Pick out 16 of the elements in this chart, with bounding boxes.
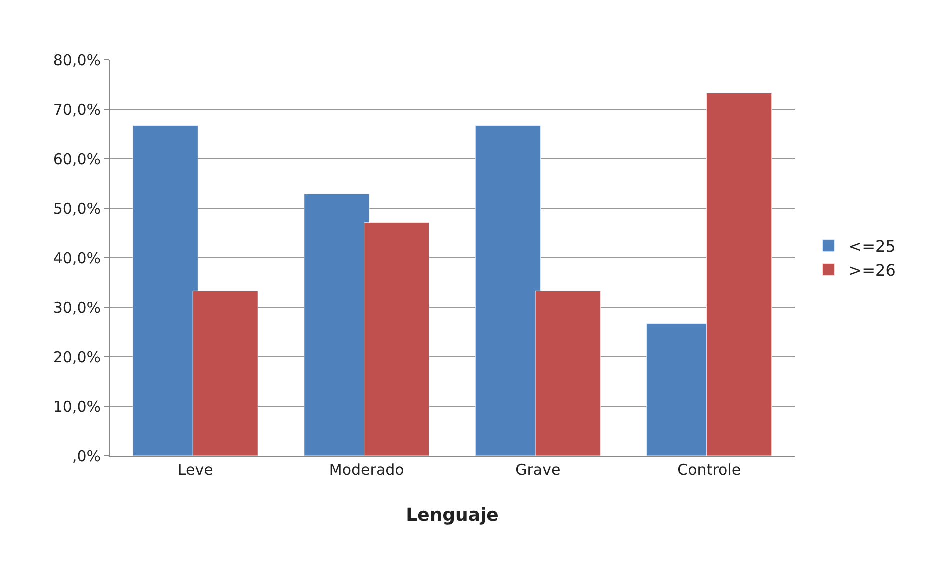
y-tick-label: 10,0% (53, 398, 101, 416)
y-tick-label: 80,0% (53, 51, 101, 70)
y-tick-label: 20,0% (53, 348, 101, 366)
x-tick-label: Leve (178, 461, 214, 479)
x-tick-label: Moderado (329, 461, 404, 479)
x-axis-title: Lenguaje (406, 505, 499, 526)
x-tick-label: Controle (678, 461, 742, 479)
y-tick-label: 70,0% (53, 100, 101, 119)
y-tick-label: ,0% (72, 447, 101, 466)
y-tick-label: 40,0% (53, 249, 101, 268)
legend-label: <=25 (848, 237, 896, 256)
y-tick-label: 50,0% (53, 200, 101, 218)
x-tick-label: Grave (516, 461, 561, 479)
legend-label: >=26 (848, 260, 896, 280)
y-tick-label: 60,0% (53, 150, 101, 168)
y-tick-label: 30,0% (53, 298, 101, 317)
